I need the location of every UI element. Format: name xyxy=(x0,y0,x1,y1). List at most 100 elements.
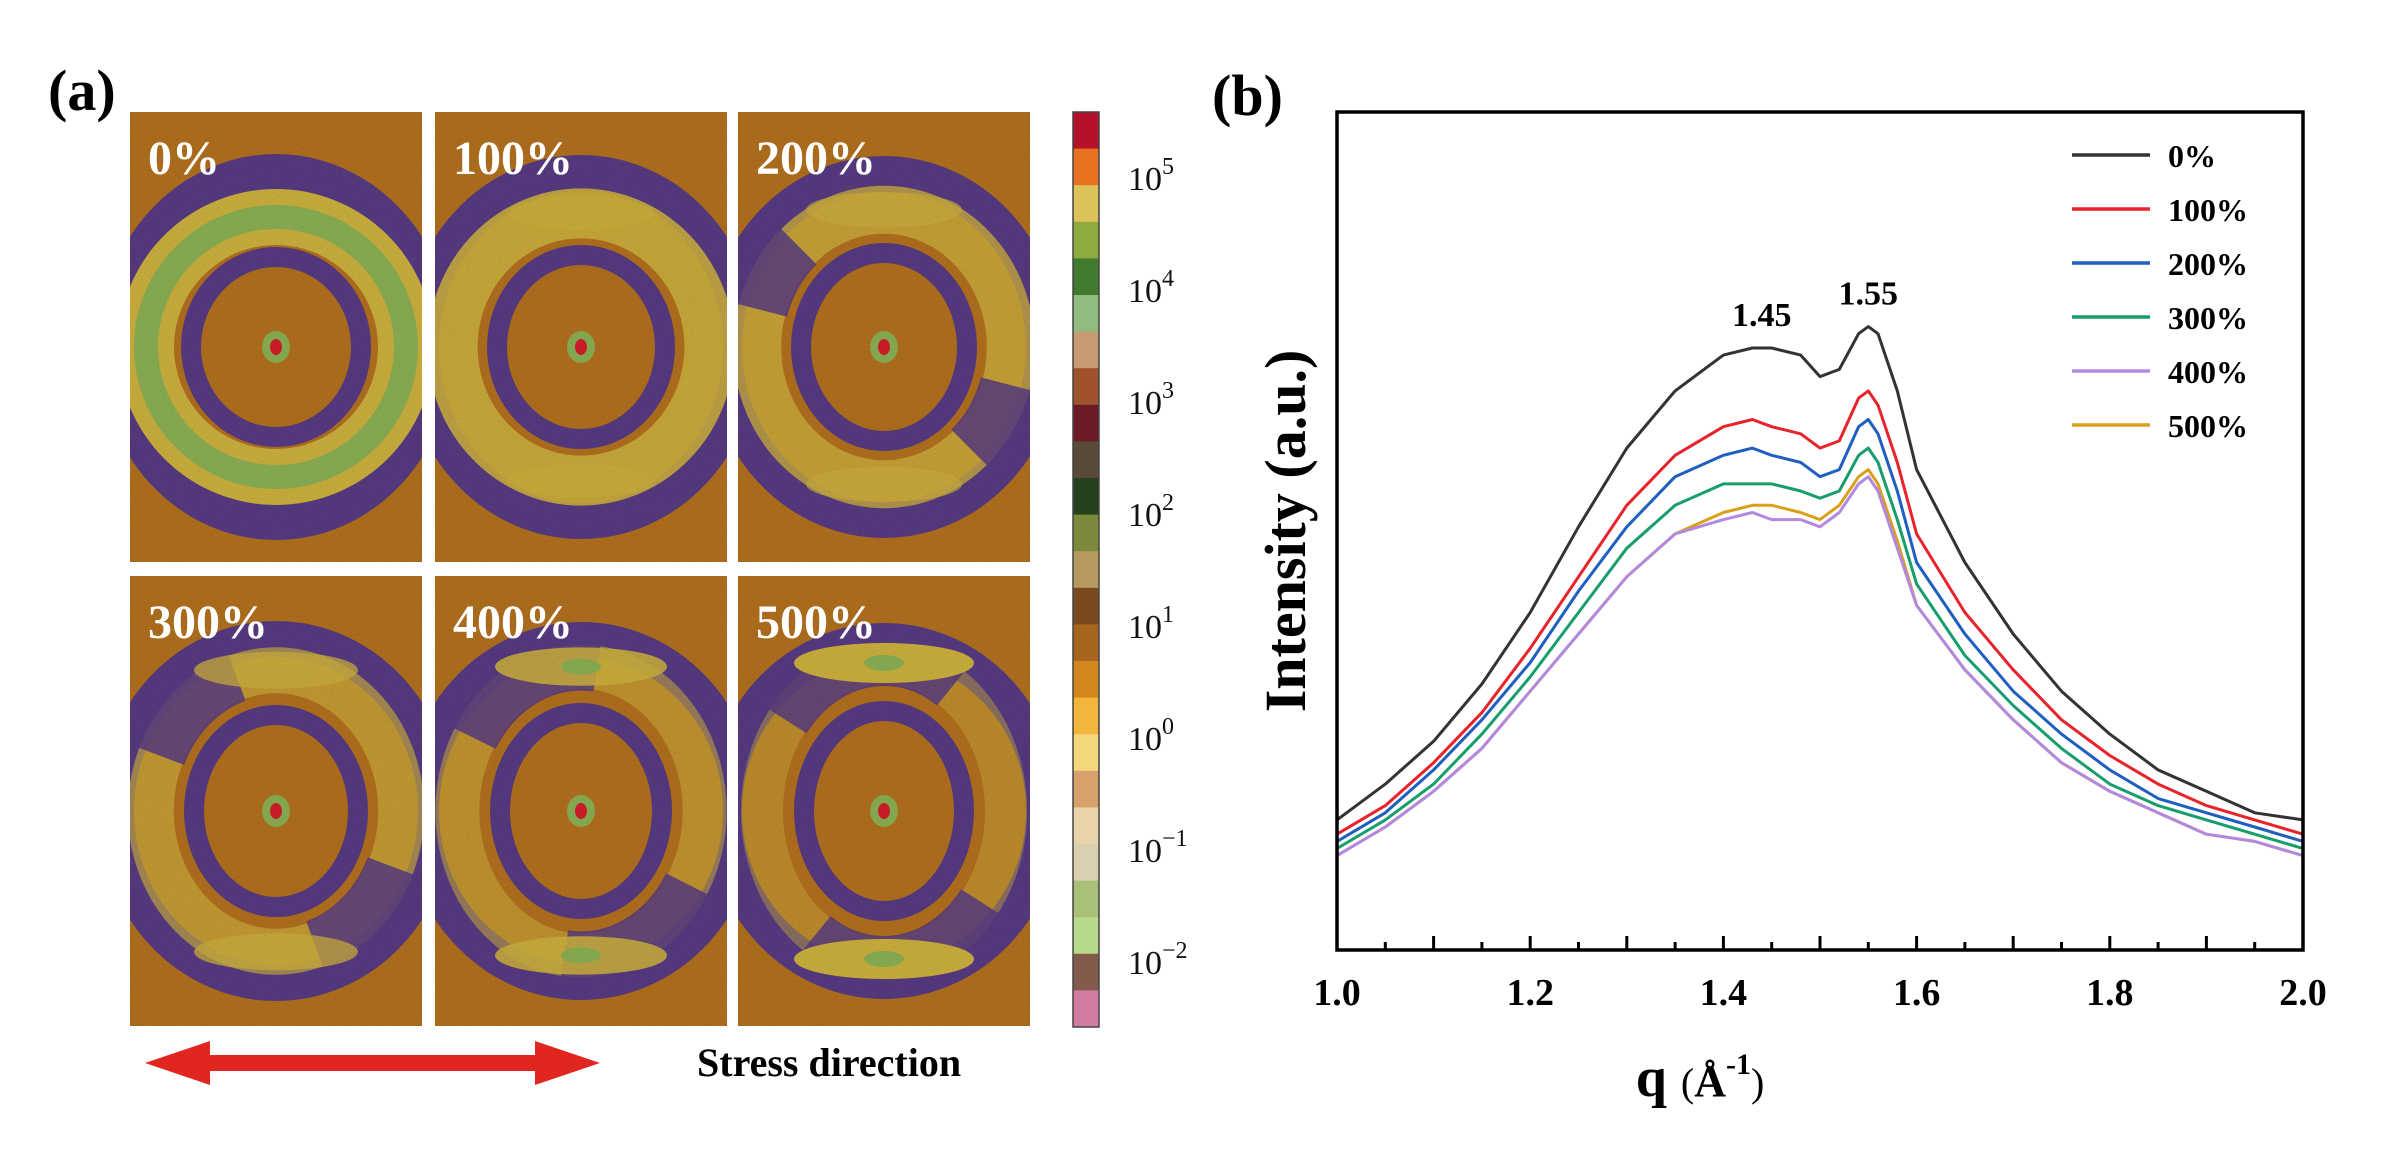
colorbar-tick-label: 103 xyxy=(1128,378,1174,422)
legend-label: 300% xyxy=(2168,300,2248,336)
amorphous-halo-outer xyxy=(130,154,422,540)
colorbar-segment xyxy=(1073,880,1099,918)
colorbar-segment xyxy=(1073,148,1099,186)
beam-center xyxy=(270,339,282,355)
tile-label-0: 0% xyxy=(148,132,220,185)
colorbar-segment xyxy=(1073,295,1099,333)
meridional-arc-top xyxy=(507,196,655,231)
peak-annotation: 1.45 xyxy=(1732,297,1792,334)
x-axis-title-unit: Å xyxy=(1694,1057,1726,1106)
crystal-spot-top xyxy=(561,658,601,675)
colorbar-labels: 105 104 103 102 101 100 10−1 10−2 xyxy=(1128,154,1188,982)
colorbar-tick-label: 10−1 xyxy=(1128,826,1188,870)
amorphous-halo-inner xyxy=(490,703,672,919)
colorbar-tick-label: 10−2 xyxy=(1128,938,1188,982)
meridional-arc-bottom xyxy=(507,463,655,498)
colorbar-segment xyxy=(1073,258,1099,296)
panel-a: (a) 0% 100% 200%300% 400% 500% 1051041031021… xyxy=(48,58,1188,1085)
beam-center xyxy=(878,803,890,819)
colorbar-segment xyxy=(1073,478,1099,516)
beam-center xyxy=(575,339,587,355)
colorbar-segment xyxy=(1073,807,1099,845)
meridional-arc-top xyxy=(806,192,962,228)
svg-text:q (Å-1): q (Å-1) xyxy=(1636,1047,1765,1109)
series-line-400pct xyxy=(1336,475,2304,858)
panel-b: (b) 1.0 1.2 1.4 1.6 1.8 2.0 1.45 1.55 0% 100% 200%… xyxy=(1212,63,2327,1109)
pattern-tile-200: 200% xyxy=(738,112,1030,562)
meridional-arc-bottom xyxy=(194,933,358,971)
colorbar-segment xyxy=(1073,221,1099,259)
amorphous-halo-inner xyxy=(184,705,368,917)
crystal-spot-top xyxy=(864,655,904,671)
colorbar-segment xyxy=(1073,185,1099,223)
beam-center xyxy=(575,803,587,819)
colorbar-segment xyxy=(1073,697,1099,735)
colorbar-segment xyxy=(1073,953,1099,991)
colorbar-segment xyxy=(1073,441,1099,479)
amorphous-halo-outer xyxy=(738,156,1030,538)
x-tick-label: 2.0 xyxy=(2279,972,2327,1014)
colorbar-segment xyxy=(1073,514,1099,552)
x-tick-label: 1.2 xyxy=(1506,972,1554,1014)
pattern-tile-500: 500% xyxy=(738,576,1030,1026)
crystal-spot-bottom xyxy=(864,951,904,967)
pattern-tile-100: 100% xyxy=(435,112,727,562)
amorphous-halo-inner xyxy=(791,243,977,451)
beam-center xyxy=(878,339,890,355)
crystal-spot-bottom xyxy=(561,947,601,964)
series-line-300pct xyxy=(1336,446,2304,850)
plot-frame xyxy=(1335,110,2305,952)
colorbar-segment xyxy=(1073,661,1099,699)
y-axis-title: Intensity (a.u.) xyxy=(1253,350,1318,713)
series-line-100pct xyxy=(1336,389,2304,836)
amorphous-halo-outer xyxy=(130,621,422,1001)
amorphous-halo-inner xyxy=(487,245,675,449)
x-tick-label: 1.8 xyxy=(2086,972,2134,1014)
legend-label: 400% xyxy=(2168,354,2248,390)
colorbar-segment xyxy=(1073,112,1099,150)
legend: 0% 100% 200% 300% 400% 500% xyxy=(2072,138,2248,444)
colorbar-segment xyxy=(1073,404,1099,442)
amorphous-halo-inner xyxy=(181,247,371,447)
beam-center xyxy=(270,803,282,819)
tile-label-200: 200% xyxy=(756,132,876,185)
tile-label-500: 500% xyxy=(756,596,876,649)
amorphous-halo-inner xyxy=(794,701,974,921)
legend-label: 500% xyxy=(2168,408,2248,444)
colorbar-segment xyxy=(1073,587,1099,625)
x-tick-label: 1.6 xyxy=(1893,972,1941,1014)
x-tick-label: 1.0 xyxy=(1313,972,1361,1014)
colorbar-segment xyxy=(1073,917,1099,955)
colorbar-frame xyxy=(1072,111,1100,1028)
line-chart: 1.0 1.2 1.4 1.6 1.8 2.0 1.45 1.55 0% 100% 200% 300%… xyxy=(1313,110,2327,1014)
x-axis-title-exp: -1 xyxy=(1726,1048,1751,1081)
x-tick-label: 1.4 xyxy=(1700,972,1748,1014)
tile-label-100: 100% xyxy=(453,132,573,185)
colorbar-segment xyxy=(1073,990,1099,1028)
colorbar-tick-label: 101 xyxy=(1128,602,1174,646)
legend-label: 100% xyxy=(2168,192,2248,228)
x-axis-title-q: q xyxy=(1636,1047,1667,1109)
peak-annotation: 1.55 xyxy=(1839,276,1899,313)
tile-label-400: 400% xyxy=(453,596,573,649)
panel-b-label: (b) xyxy=(1212,63,1283,128)
series-line-200pct xyxy=(1336,418,2304,843)
stress-arrow-icon xyxy=(145,1041,600,1085)
colorbar-segment xyxy=(1073,368,1099,406)
panel-a-label: (a) xyxy=(48,58,116,123)
stress-arrow: Stress direction xyxy=(145,1040,961,1085)
legend-label: 200% xyxy=(2168,246,2248,282)
amorphous-halo-outer xyxy=(435,155,727,539)
colorbar-segment xyxy=(1073,331,1099,369)
colorbar-tick-label: 104 xyxy=(1128,266,1174,310)
meridional-arc-bottom xyxy=(806,466,962,502)
colorbar-segment xyxy=(1073,624,1099,662)
colorbar-tick-label: 100 xyxy=(1128,714,1174,758)
series-line-0pct xyxy=(1336,325,2304,822)
meridional-arc-top xyxy=(194,651,358,689)
colorbar xyxy=(1072,111,1100,1028)
pattern-tile-0: 0% xyxy=(130,112,422,562)
colorbar-segment xyxy=(1073,770,1099,808)
colorbar-tick-label: 105 xyxy=(1128,154,1174,198)
